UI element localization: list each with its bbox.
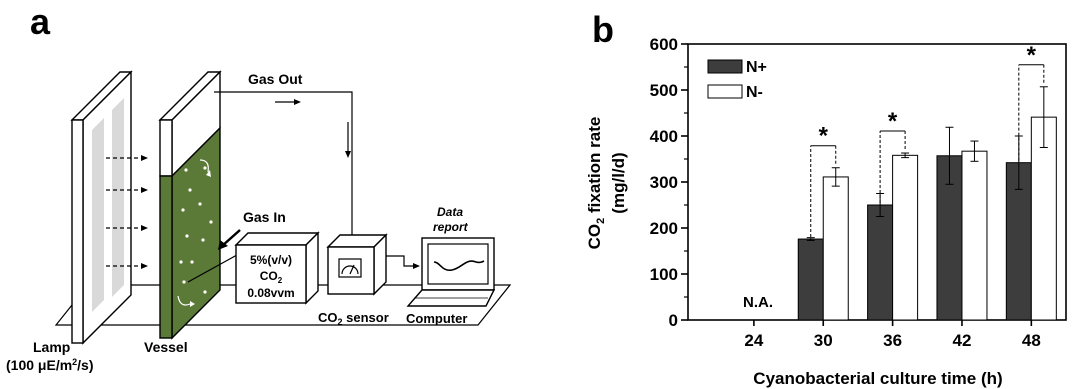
bar-n-plus	[797, 238, 824, 321]
gas-in-arrow	[221, 229, 241, 247]
y-axis-title: CO2 fixation rate	[585, 117, 607, 250]
bar-n-minus	[961, 150, 988, 321]
data-report-label-2: report	[433, 220, 469, 234]
lamp	[70, 70, 133, 345]
y-axis-unit: (mg/l/d)	[609, 152, 628, 213]
panel-b-label: b	[592, 9, 614, 50]
data-cable	[386, 255, 414, 267]
data-report-label-1: Data	[437, 205, 463, 219]
gauge-icon	[338, 258, 362, 278]
y-tick-label: 0	[669, 311, 678, 330]
lamp-tube	[112, 98, 124, 297]
legend: N+ N-	[707, 59, 767, 101]
vessel	[158, 70, 222, 340]
x-axis-title: Cyanobacterial culture time (h)	[753, 369, 1002, 388]
lamp-label: Lamp	[33, 339, 70, 355]
lamp-tube	[92, 118, 104, 312]
legend-label-n-minus: N-	[746, 84, 763, 101]
chart-bars	[797, 86, 1057, 321]
y-tick-label: 300	[650, 173, 678, 192]
light-arrows	[106, 157, 142, 267]
y-axis-ticks: 0 100 200 300 400 500 600	[650, 35, 688, 330]
gas-name: CO2	[260, 269, 283, 285]
significance-markers: * * *	[810, 42, 1045, 238]
lamp-intensity-label: (100 μE/m2/s)	[6, 357, 94, 373]
x-tick-label: 30	[814, 331, 833, 350]
computer-label: Computer	[406, 311, 467, 326]
y-tick-label: 400	[650, 127, 678, 146]
not-available-label: N.A.	[743, 294, 773, 311]
bar-n-minus	[892, 154, 919, 321]
gas-out-label: Gas Out	[248, 71, 303, 87]
y-tick-label: 500	[650, 81, 678, 100]
x-tick-label: 24	[744, 331, 763, 350]
panel-b: b 0 100 200 300 400 500 600 24 30 36 42 48 * * * CO2…	[585, 9, 1067, 388]
co2-sensor: CO2 sensor	[318, 233, 389, 327]
gas-in-label: Gas In	[243, 209, 286, 225]
computer-icon: Computer	[406, 237, 496, 326]
bar-n-minus	[1030, 116, 1057, 321]
gas-out-line	[214, 91, 353, 236]
x-tick-label: 36	[883, 331, 902, 350]
x-axis-ticks: 24 30 36 42 48	[744, 320, 1041, 350]
y-tick-label: 600	[650, 35, 678, 54]
vessel-label: Vessel	[144, 339, 188, 355]
gas-flow-rate: 0.08vvm	[247, 286, 294, 300]
significance-star: *	[819, 123, 829, 150]
bar-n-minus	[822, 176, 849, 321]
y-tick-label: 200	[650, 219, 678, 238]
legend-swatch-n-minus	[707, 84, 743, 99]
panel-a-label: a	[30, 1, 51, 42]
sensor-label: CO2 sensor	[318, 310, 389, 327]
legend-label-n-plus: N+	[746, 59, 767, 76]
bar-n-plus	[867, 204, 894, 321]
panel-a: a	[6, 1, 512, 373]
gas-concentration: 5%(v/v)	[250, 253, 292, 267]
legend-swatch-n-plus	[707, 59, 743, 74]
significance-star: *	[1027, 42, 1037, 69]
x-tick-label: 42	[953, 331, 972, 350]
significance-star: *	[888, 108, 898, 135]
gas-supply-box: 5%(v/v) CO2 0.08vvm	[234, 231, 320, 305]
x-tick-label: 48	[1022, 331, 1041, 350]
bubbles	[179, 166, 213, 294]
y-tick-label: 100	[650, 265, 678, 284]
